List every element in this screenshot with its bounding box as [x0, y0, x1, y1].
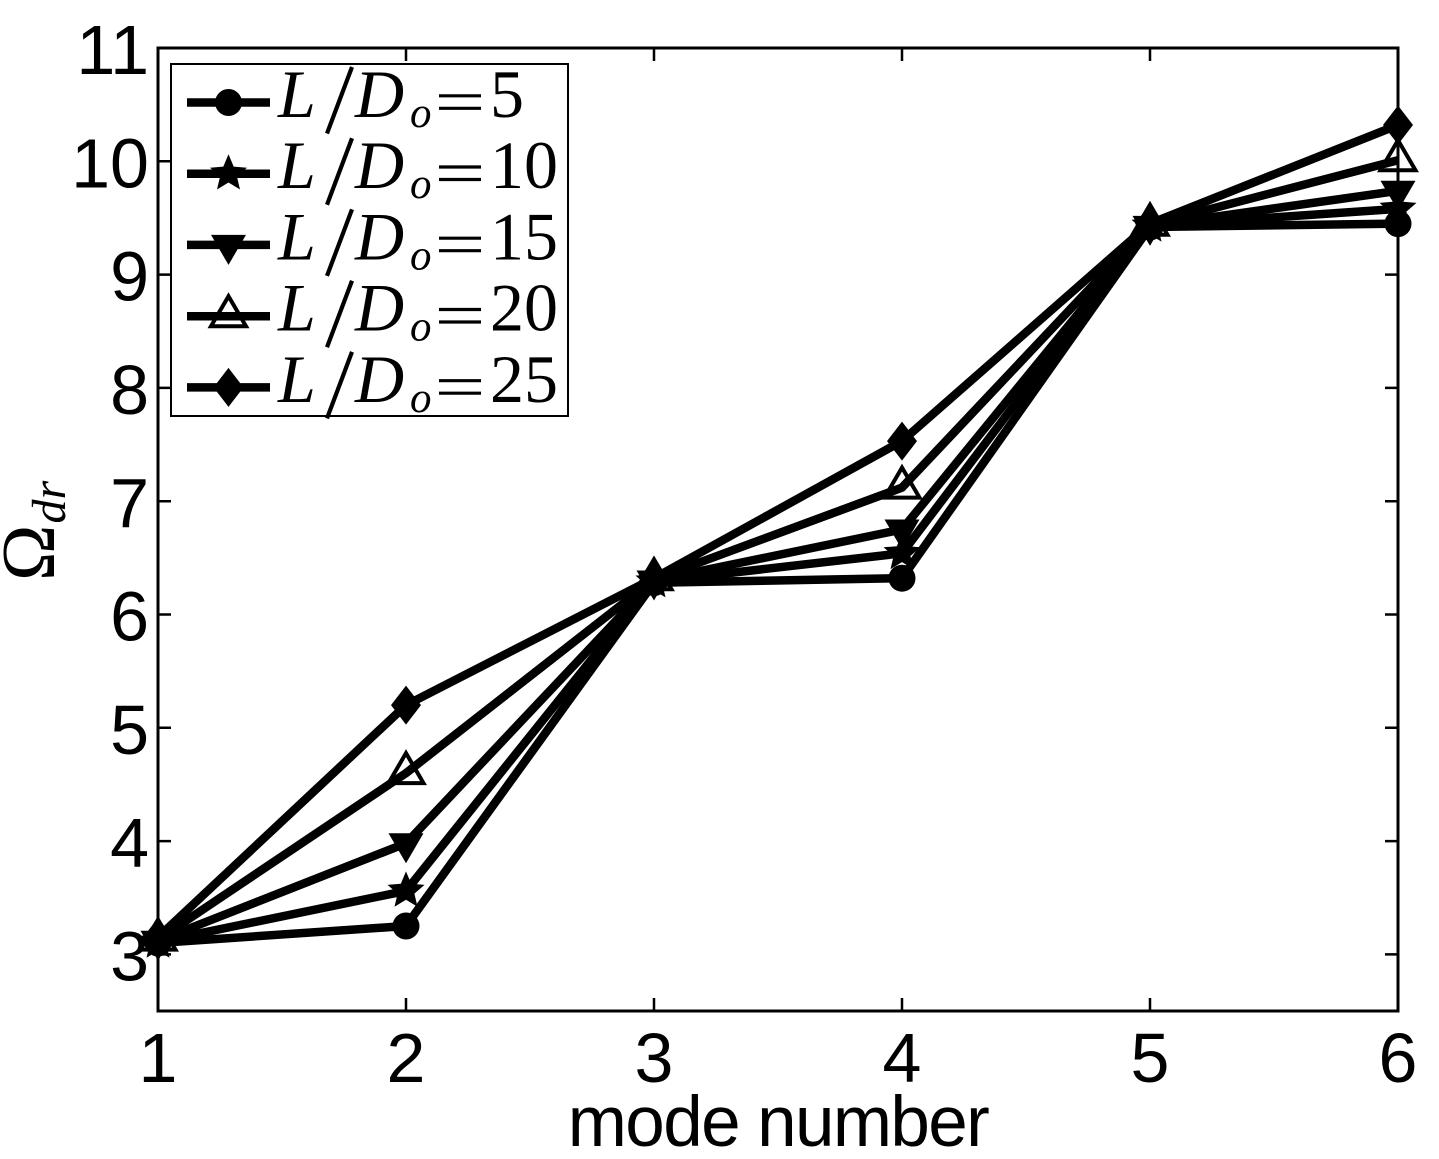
svg-text:11: 11 [76, 11, 149, 89]
svg-text:6: 6 [1379, 1019, 1418, 1097]
svg-text:3: 3 [635, 1019, 674, 1097]
svg-text:8: 8 [110, 351, 149, 429]
svg-text:9: 9 [110, 238, 149, 316]
svg-text:mode number: mode number [568, 1083, 989, 1159]
svg-text:10: 10 [71, 124, 149, 202]
svg-text:5: 5 [110, 691, 149, 769]
svg-text:7: 7 [110, 464, 149, 542]
svg-text:6: 6 [110, 578, 149, 656]
svg-text:2: 2 [387, 1019, 426, 1097]
svg-text:4: 4 [110, 804, 149, 882]
svg-text:5: 5 [1131, 1019, 1170, 1097]
svg-text:1: 1 [139, 1019, 178, 1097]
svg-text:4: 4 [883, 1019, 922, 1097]
svg-text:3: 3 [110, 917, 149, 995]
